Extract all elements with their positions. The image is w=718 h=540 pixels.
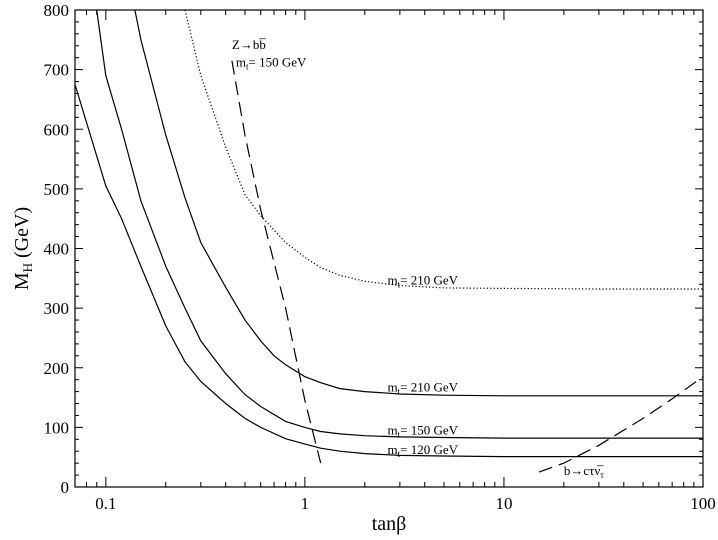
annotation-lbl-mt150-top: mt= 150 GeV bbox=[236, 55, 307, 72]
tick-labels: 0 100 200 300 400 500 600 700 800 0.1 1 10 100 bbox=[44, 1, 716, 513]
curve-Zbb bbox=[231, 60, 322, 464]
x-axis-label: tanβ bbox=[372, 513, 407, 535]
curve-mt150 bbox=[96, 9, 703, 439]
x-tick-label: 0.1 bbox=[95, 494, 116, 513]
curve-mt210_dotted bbox=[184, 9, 703, 290]
y-tick-label: 300 bbox=[44, 299, 70, 318]
y-tick-label: 400 bbox=[44, 240, 70, 259]
x-tick-label: 100 bbox=[690, 494, 716, 513]
curve-mt210 bbox=[134, 9, 703, 397]
curve-mt120 bbox=[74, 84, 703, 458]
x-tick-label: 1 bbox=[301, 494, 310, 513]
curve-b_ctaunu bbox=[538, 376, 704, 473]
annotation-lbl-mt120: mt= 120 GeV bbox=[387, 442, 458, 459]
curves bbox=[74, 9, 704, 473]
y-tick-label: 100 bbox=[44, 418, 70, 437]
y-tick-label: 0 bbox=[61, 478, 70, 497]
y-tick-label: 600 bbox=[44, 120, 70, 139]
annotation-lbl-mt210-dotted: mt= 210 GeV bbox=[387, 272, 458, 289]
annotation-lbl-mt150: mt= 150 GeV bbox=[387, 423, 458, 440]
y-tick-label: 700 bbox=[44, 61, 70, 80]
y-axis-label: MH (GeV) bbox=[11, 207, 35, 290]
annotation-lbl-btau: b→cτν̅τ bbox=[564, 463, 604, 480]
y-tick-label: 500 bbox=[44, 180, 70, 199]
plot-frame bbox=[74, 9, 704, 488]
x-tick-label: 10 bbox=[495, 494, 512, 513]
y-tick-label: 200 bbox=[44, 359, 70, 378]
annotation-lbl-mt210: mt= 210 GeV bbox=[387, 380, 458, 397]
annotation-lbl-z: Z→bb̅ bbox=[232, 37, 267, 52]
axis-ticks bbox=[75, 9, 704, 488]
y-tick-label: 800 bbox=[44, 1, 70, 20]
annotations: Z→bb̅ mt= 150 GeV mt= 210 GeV mt= 210 GeV mt… bbox=[232, 37, 604, 480]
